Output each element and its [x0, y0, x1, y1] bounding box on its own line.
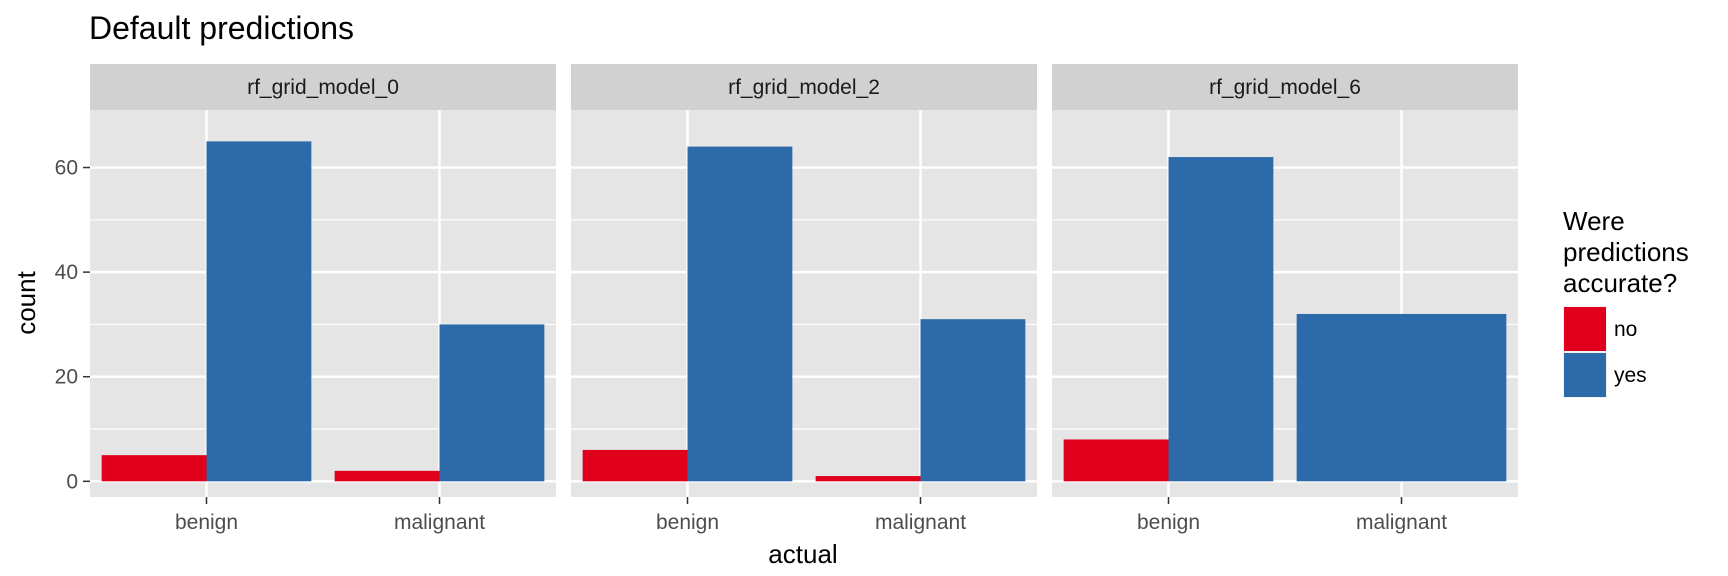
x-tick-label: benign [656, 511, 719, 534]
x-tick-label: malignant [875, 511, 966, 534]
chart-title: Default predictions [89, 10, 354, 46]
facet-strip-label: rf_grid_model_6 [1209, 76, 1361, 99]
x-tick-label: malignant [394, 511, 485, 534]
facet-strip [90, 64, 556, 110]
bar-yes-benign [1168, 157, 1274, 482]
facet-strip-label: rf_grid_model_2 [728, 76, 880, 99]
x-tick-label: malignant [1356, 511, 1447, 534]
legend-label-no: no [1614, 318, 1637, 341]
y-tick-label: 60 [55, 157, 78, 180]
facet-strip-label: rf_grid_model_0 [247, 76, 399, 99]
x-axis-title: actual [768, 539, 837, 569]
x-tick-label: benign [1137, 511, 1200, 534]
legend-title-line: Were [1563, 206, 1625, 236]
legend-label-yes: yes [1614, 364, 1647, 387]
y-axis: 0 20 40 60 [55, 157, 90, 493]
y-tick-label: 20 [55, 366, 78, 389]
legend-key-yes [1564, 353, 1606, 397]
bar-no-malignant [334, 470, 440, 482]
bar-yes-malignant [920, 319, 1026, 482]
legend-title-line: accurate? [1563, 268, 1677, 298]
bar-yes-benign [687, 146, 793, 482]
bar-yes-benign [206, 141, 312, 482]
bar-no-benign [582, 449, 688, 482]
y-tick-label: 40 [55, 261, 78, 284]
bar-yes-malignant [439, 324, 545, 482]
y-tick-label: 0 [66, 470, 78, 493]
y-axis-title: count [11, 270, 41, 334]
facet-strip [571, 64, 1037, 110]
facet-strip [1052, 64, 1518, 110]
x-tick-label: benign [175, 511, 238, 534]
legend-key-no [1564, 307, 1606, 351]
legend-title-line: predictions [1563, 237, 1689, 267]
bar-no-benign [1063, 439, 1169, 482]
bar-no-malignant [815, 476, 921, 482]
bar-no-benign [101, 455, 207, 482]
bar-yes-malignant [1296, 313, 1507, 482]
